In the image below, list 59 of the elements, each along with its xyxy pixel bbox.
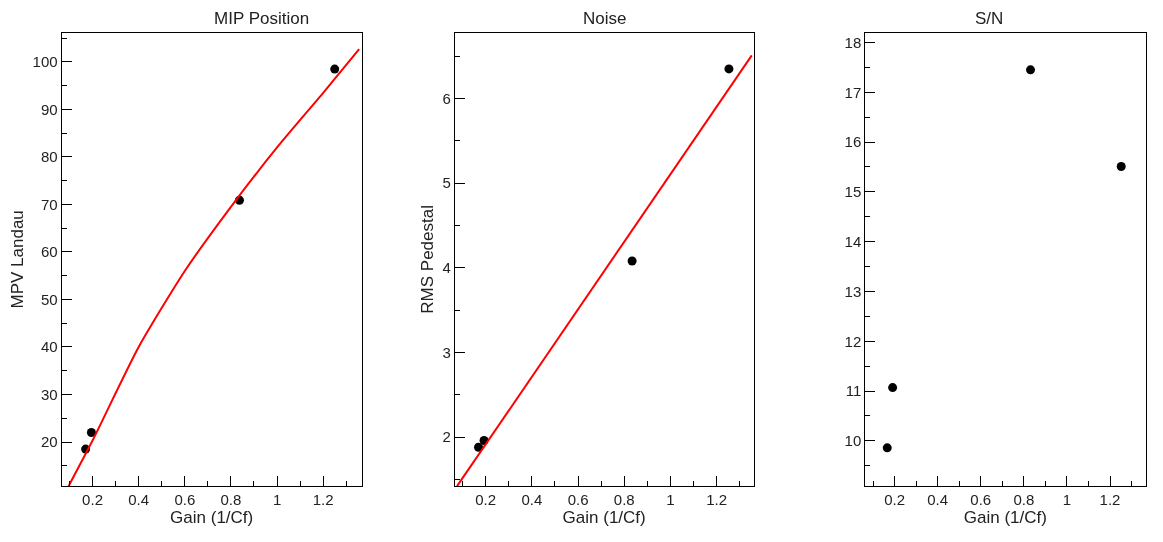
chart-title: S/N (975, 9, 1004, 28)
y-tick-label: 11 (845, 382, 862, 400)
x-tick-label: 0.2 (475, 491, 497, 509)
x-tick-label: 0.8 (1013, 491, 1035, 509)
x-axis-title: Gain (1/Cf) (170, 508, 254, 528)
point (86, 428, 96, 437)
y-tick-label: 15 (844, 183, 862, 201)
y-tick-label: 4 (442, 259, 451, 277)
y-tick-label: 10 (844, 432, 862, 450)
point (724, 64, 734, 74)
y-tick-label: 3 (442, 343, 451, 361)
y-tick-label: 80 (40, 148, 58, 166)
x-axis-title: Gain (1/Cf) (963, 508, 1047, 528)
y-tick-label: 14 (844, 232, 862, 250)
x-tick-label: 1.2 (1099, 491, 1121, 509)
x-tick-label: 0.4 (521, 491, 543, 509)
x-tick-label: 0.6 (174, 491, 196, 509)
y-tick-label: 6 (442, 89, 451, 107)
y-tick-label: 100 (32, 53, 58, 71)
chart-title: Noise (583, 9, 627, 28)
y-axis-title: RMS Pedestal (417, 205, 437, 314)
point (882, 443, 892, 453)
y-tick-label: 2 (442, 428, 451, 446)
y-tick-label: 40 (40, 338, 58, 356)
chart-title: MIP Position (214, 9, 310, 28)
y-axis-title: MPV Landau (8, 210, 28, 309)
point (1116, 161, 1126, 171)
y-tick-label: 5 (442, 174, 451, 192)
y-tick-label: 16 (844, 133, 862, 151)
x-tick-label: 1.2 (706, 491, 728, 509)
x-tick-label: 0.2 (884, 491, 905, 509)
y-tick-label: 50 (40, 290, 58, 308)
point (474, 442, 484, 452)
line-series (67, 48, 361, 487)
y-tick-label: 30 (40, 385, 58, 403)
point (888, 383, 898, 393)
x-tick-label: 0.6 (970, 491, 992, 509)
y-tick-label: 20 (40, 433, 58, 451)
y-tick-label: 90 (40, 100, 58, 118)
y-tick-label: 12 (844, 332, 862, 350)
x-tick-label: 1 (1062, 491, 1072, 509)
y-tick-label: 13 (844, 282, 862, 300)
y-tick-label: 60 (40, 243, 58, 261)
x-tick-label: 1 (272, 491, 282, 509)
x-tick-label: 0.4 (128, 491, 150, 509)
x-tick-label: 0.4 (927, 491, 949, 509)
x-tick-label: 0.8 (613, 491, 635, 509)
x-tick-label: 0.8 (220, 491, 242, 509)
x-axis-title: Gain (1/Cf) (562, 508, 646, 528)
point (330, 64, 340, 74)
x-tick-label: 1 (666, 491, 675, 509)
x-tick-label: 0.6 (567, 491, 589, 509)
y-tick-label: 18 (844, 33, 862, 51)
x-tick-label: 0.2 (82, 491, 103, 509)
point (627, 256, 637, 266)
point (1026, 65, 1036, 75)
y-tick-label: 17 (844, 83, 862, 101)
y-tick-label: 70 (40, 195, 58, 213)
x-tick-label: 1.2 (312, 491, 334, 509)
